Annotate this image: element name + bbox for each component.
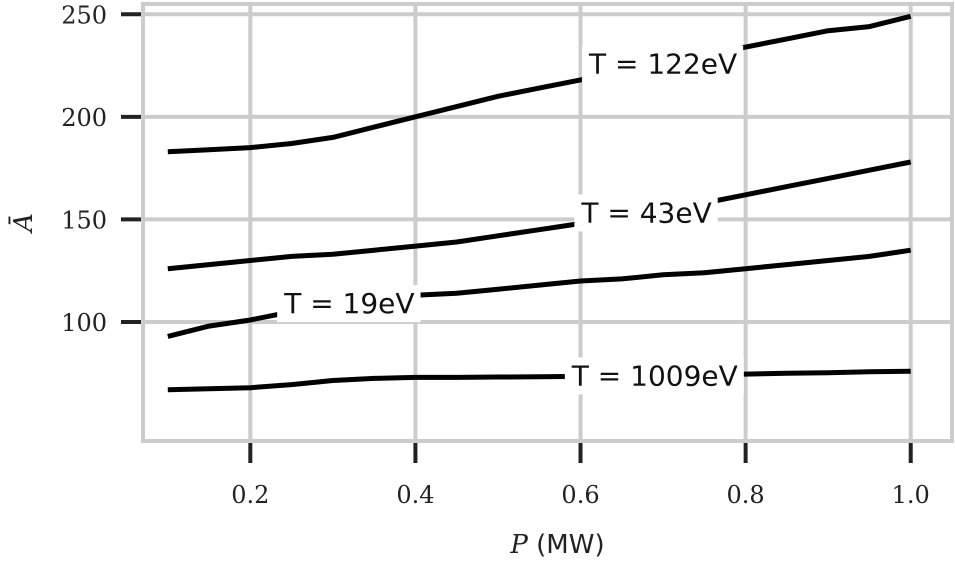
y-tick-label: 100 xyxy=(61,309,107,337)
x-tick-label: 0.6 xyxy=(561,481,599,509)
x-axis-symbol: P xyxy=(509,530,528,560)
series-label-background xyxy=(277,285,421,323)
series-label: T = 122eV xyxy=(588,47,737,80)
series-line xyxy=(167,368,911,393)
series-label-background xyxy=(581,45,744,83)
x-tick-label: 1.0 xyxy=(892,481,930,509)
y-tick-label: 250 xyxy=(61,1,107,29)
y-tick-label: 150 xyxy=(61,206,107,234)
series-line xyxy=(167,13,912,155)
x-axis-label: P (MW) xyxy=(509,530,604,560)
series-label-background xyxy=(574,194,718,232)
series-label: T = 1009eV xyxy=(571,359,738,392)
x-tick-label: 0.8 xyxy=(727,481,765,509)
y-tick-label: 200 xyxy=(61,104,107,132)
series-lines xyxy=(167,13,912,393)
series-labels: T = 122eV T = 43eV T = 19eV T = 1009eV xyxy=(277,45,744,395)
plot-frame xyxy=(141,2,954,443)
x-axis-unit: (MW) xyxy=(528,530,605,560)
y-axis-label: Ā xyxy=(8,213,39,234)
x-tick-label: 0.2 xyxy=(231,481,269,509)
series-label: T = 43eV xyxy=(580,196,711,229)
x-tick-label: 0.4 xyxy=(396,481,434,509)
series-label-background xyxy=(564,357,744,395)
axis-ticks: 0.2 0.4 0.6 0.8 1.0 100 150 200 250 xyxy=(61,1,930,509)
series-line xyxy=(167,159,912,272)
series-label: T = 19eV xyxy=(283,287,414,320)
